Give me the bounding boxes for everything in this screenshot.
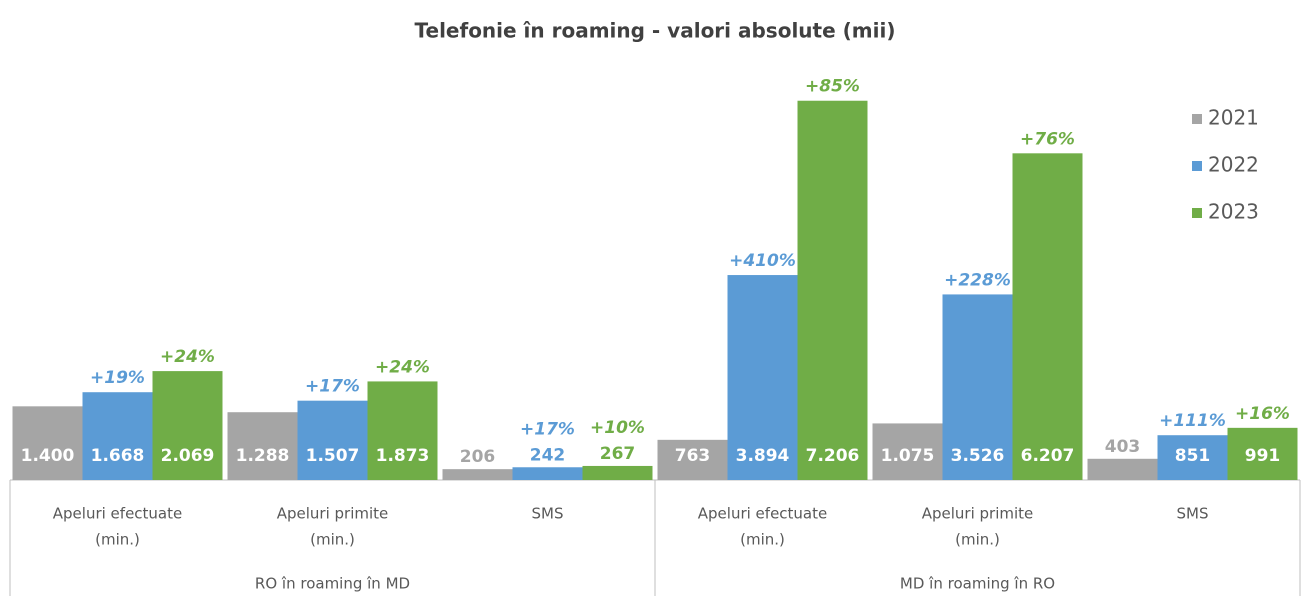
bar xyxy=(297,400,368,480)
bar xyxy=(12,406,83,480)
change-label: +410% xyxy=(729,251,796,271)
data-label: 1.668 xyxy=(91,446,145,466)
x-tick-label: Apeluri primite xyxy=(922,505,1034,523)
legend-swatch xyxy=(1192,161,1202,171)
data-label: 7.206 xyxy=(806,446,860,466)
x-tick-label: (min.) xyxy=(740,531,785,549)
bar xyxy=(872,423,943,480)
group-label: MD în roaming în RO xyxy=(900,575,1055,593)
bar xyxy=(1087,458,1158,480)
bar xyxy=(582,465,653,480)
data-label: 3.894 xyxy=(736,446,790,466)
data-label: 763 xyxy=(675,446,711,466)
bar xyxy=(512,467,583,480)
x-tick-label: Apeluri primite xyxy=(277,505,389,523)
data-label: 3.526 xyxy=(951,446,1005,466)
x-tick-label: (min.) xyxy=(95,531,140,549)
bar xyxy=(797,100,868,480)
data-label: 403 xyxy=(1105,437,1141,457)
change-label: +76% xyxy=(1020,129,1075,149)
change-label: +17% xyxy=(305,377,360,397)
chart-title: Telefonie în roaming - valori absolute (… xyxy=(415,19,896,43)
data-label: 6.207 xyxy=(1021,446,1075,466)
data-label: 267 xyxy=(600,444,636,464)
data-label: 242 xyxy=(530,445,566,465)
bar xyxy=(1227,427,1298,480)
x-tick-label: SMS xyxy=(532,505,564,523)
legend-label: 2023 xyxy=(1208,200,1259,224)
data-label: 1.288 xyxy=(236,446,290,466)
bar xyxy=(152,371,223,480)
x-tick-label: (min.) xyxy=(955,531,1000,549)
change-label: +85% xyxy=(805,77,860,97)
bar xyxy=(227,412,298,480)
data-label: 206 xyxy=(460,447,496,467)
data-label: 1.075 xyxy=(881,446,935,466)
change-label: +228% xyxy=(944,270,1011,290)
bar xyxy=(82,392,153,480)
x-tick-label: (min.) xyxy=(310,531,355,549)
bar xyxy=(1012,153,1083,480)
change-label: +16% xyxy=(1235,404,1290,424)
x-tick-label: Apeluri efectuate xyxy=(698,505,827,523)
data-label: 851 xyxy=(1175,446,1211,466)
group-label: RO în roaming în MD xyxy=(255,575,410,593)
bar xyxy=(442,469,513,480)
legend-label: 2021 xyxy=(1208,106,1259,130)
change-label: +24% xyxy=(160,347,215,367)
bar xyxy=(657,439,728,480)
bar xyxy=(1157,435,1228,480)
legend-label: 2022 xyxy=(1208,153,1259,177)
data-label: 1.507 xyxy=(306,446,360,466)
legend-swatch xyxy=(1192,114,1202,124)
x-tick-label: SMS xyxy=(1177,505,1209,523)
data-label: 2.069 xyxy=(161,446,215,466)
change-label: +111% xyxy=(1159,411,1226,431)
bar xyxy=(942,294,1013,480)
change-label: +10% xyxy=(590,418,645,438)
bar xyxy=(727,275,798,480)
data-label: 991 xyxy=(1245,446,1281,466)
data-label: 1.400 xyxy=(21,446,75,466)
data-label: 1.873 xyxy=(376,446,430,466)
change-label: +19% xyxy=(90,368,145,388)
bar xyxy=(367,381,438,480)
legend-swatch xyxy=(1192,208,1202,218)
x-tick-label: Apeluri efectuate xyxy=(53,505,182,523)
change-label: +17% xyxy=(520,419,575,439)
change-label: +24% xyxy=(375,357,430,377)
